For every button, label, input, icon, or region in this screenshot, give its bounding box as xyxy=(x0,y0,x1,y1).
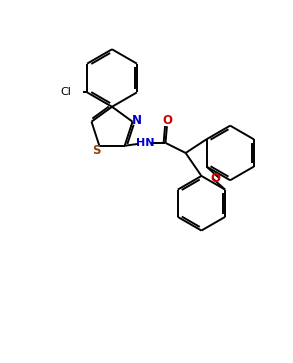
Text: HN: HN xyxy=(136,138,154,148)
Text: Cl: Cl xyxy=(60,87,71,97)
Text: N: N xyxy=(132,114,142,127)
Text: O: O xyxy=(162,114,172,127)
Text: S: S xyxy=(92,144,101,157)
Text: O: O xyxy=(211,172,221,185)
